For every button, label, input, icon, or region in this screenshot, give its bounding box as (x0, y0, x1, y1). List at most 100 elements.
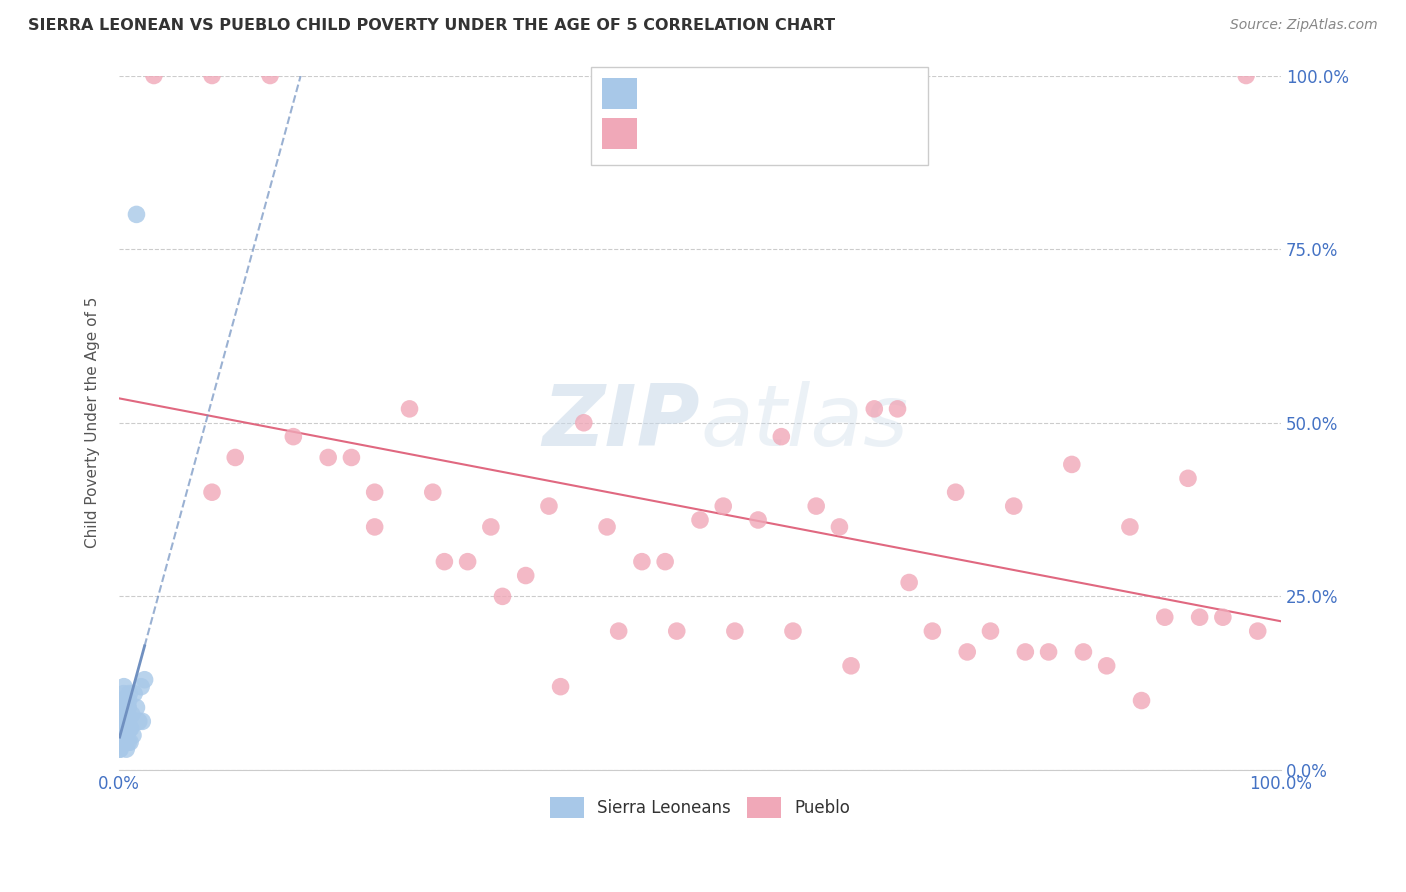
Y-axis label: Child Poverty Under the Age of 5: Child Poverty Under the Age of 5 (86, 297, 100, 549)
Point (120, 735, 142, 749)
Point (117, 700, 139, 714)
Point (110, 714, 132, 729)
Point (665, 624, 688, 639)
Point (654, 555, 676, 569)
Point (201, 485, 224, 500)
Point (491, 590, 513, 604)
Point (114, 722, 136, 736)
Point (363, 485, 385, 500)
Point (129, 680, 152, 694)
Point (979, 624, 1001, 639)
Point (118, 722, 141, 736)
Point (596, 520, 619, 534)
Point (110, 693, 132, 707)
Point (1038, 645, 1060, 659)
Point (122, 687, 145, 701)
Point (1234, 69, 1257, 83)
Point (111, 707, 134, 722)
Point (125, 700, 148, 714)
Point (398, 401, 420, 416)
Point (114, 735, 136, 749)
Point (921, 624, 943, 639)
Point (839, 658, 862, 673)
Point (1153, 610, 1175, 624)
Point (782, 624, 804, 639)
Point (110, 714, 132, 729)
Point (631, 555, 654, 569)
Point (422, 485, 444, 500)
Point (117, 693, 139, 707)
Point (1130, 693, 1153, 707)
Point (201, 69, 224, 83)
Text: Source: ZipAtlas.com: Source: ZipAtlas.com (1230, 18, 1378, 32)
Point (117, 700, 139, 714)
Point (259, 69, 281, 83)
Point (770, 430, 793, 444)
Point (828, 520, 851, 534)
Point (121, 707, 143, 722)
Point (433, 555, 456, 569)
Point (112, 722, 135, 736)
Text: R = -0.090   N = 55: R = -0.090 N = 55 (647, 125, 810, 143)
Point (112, 680, 135, 694)
Point (115, 714, 138, 729)
Point (111, 707, 134, 722)
Point (115, 714, 138, 729)
Point (112, 687, 135, 701)
Point (120, 722, 142, 736)
Point (316, 450, 339, 465)
Point (863, 401, 886, 416)
Point (945, 485, 967, 500)
Point (1060, 458, 1083, 472)
Point (112, 735, 135, 749)
Point (711, 499, 734, 513)
Point (115, 728, 138, 742)
Point (111, 722, 134, 736)
Point (479, 520, 502, 534)
Point (128, 714, 150, 729)
Point (1095, 658, 1118, 673)
Point (1188, 610, 1211, 624)
Point (111, 700, 134, 714)
Point (1212, 610, 1234, 624)
Point (1014, 645, 1036, 659)
Point (283, 430, 305, 444)
Point (122, 728, 145, 742)
Text: R =  0.369   N = 48: R = 0.369 N = 48 (647, 85, 808, 103)
Point (1247, 624, 1270, 639)
Point (1002, 499, 1025, 513)
Point (134, 673, 156, 687)
Point (224, 450, 246, 465)
Text: SIERRA LEONEAN VS PUEBLO CHILD POVERTY UNDER THE AGE OF 5 CORRELATION CHART: SIERRA LEONEAN VS PUEBLO CHILD POVERTY U… (28, 18, 835, 33)
Point (114, 714, 136, 729)
Point (112, 728, 135, 742)
Text: atlas: atlas (700, 381, 908, 464)
Point (110, 722, 132, 736)
Point (108, 735, 131, 749)
Text: ZIP: ZIP (543, 381, 700, 464)
Point (607, 624, 630, 639)
Point (806, 499, 828, 513)
Point (111, 693, 134, 707)
Point (550, 680, 572, 694)
Point (131, 714, 153, 729)
Point (108, 728, 131, 742)
Point (110, 707, 132, 722)
Point (537, 499, 560, 513)
Point (747, 513, 769, 527)
Point (110, 707, 132, 722)
Point (363, 520, 385, 534)
Point (1073, 645, 1095, 659)
Point (724, 624, 747, 639)
Point (114, 728, 136, 742)
Point (515, 568, 537, 582)
Legend: Sierra Leoneans, Pueblo: Sierra Leoneans, Pueblo (544, 790, 856, 824)
Point (117, 735, 139, 749)
Point (115, 742, 138, 756)
Point (956, 645, 979, 659)
Point (1177, 471, 1199, 485)
Point (572, 416, 595, 430)
Point (108, 742, 131, 756)
Point (114, 735, 136, 749)
Point (118, 722, 141, 736)
